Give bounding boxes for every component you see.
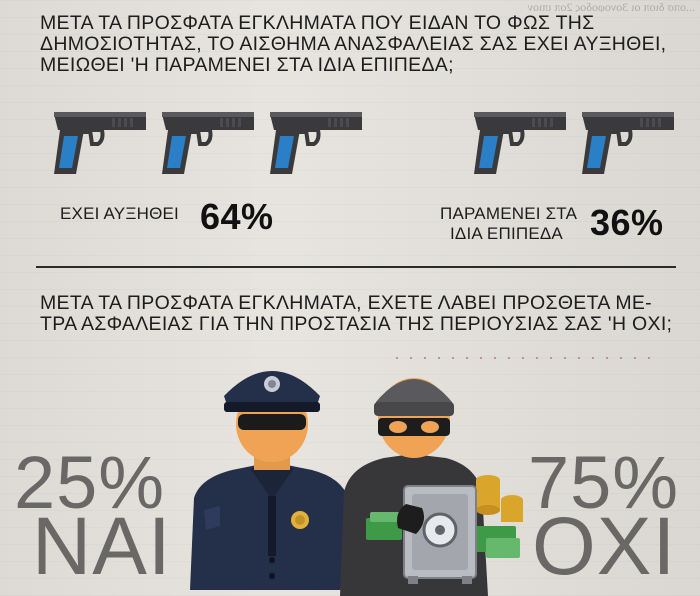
yes-percent: 25% (14, 441, 166, 524)
section-divider (36, 266, 676, 268)
same-label-line: ΙΔΙΑ ΕΠΙΠΕΔΑ (450, 224, 563, 243)
decorative-dots (390, 357, 660, 359)
question-2-line: ΜΕΤΑ ΤΑ ΠΡΟΣΦΑΤΑ ΕΓΚΛΗΜΑΤΑ, ΕΧΕΤΕ ΛΑΒΕΙ … (40, 292, 652, 314)
question-1-line: ΔΗΜΟΣΙΟΤΗΤΑΣ, ΤΟ ΑΙΣΘΗΜΑ ΑΝΑΣΦΑΛΕΙΑΣ ΣΑΣ… (40, 33, 667, 55)
question-2: ΜΕΤΑ ΤΑ ΠΡΟΣΦΑΤΑ ΕΓΚΛΗΜΑΤΑ, ΕΧΕΤΕ ΛΑΒΕΙ … (40, 293, 680, 335)
pistol-icon (578, 100, 678, 178)
no-word: ΟΧΙ (532, 501, 677, 592)
question-1-line: ΜΕΤΑ ΤΑ ΠΡΟΣΦΑΤΑ ΕΓΚΛΗΜΑΤΑ ΠΟΥ ΕΙΔΑΝ ΤΟ … (40, 12, 595, 34)
burglar-with-safe-icon (336, 362, 536, 596)
same-label: ΠΑΡΑΜΕΝΕΙ ΣΤΑ ΙΔΙΑ ΕΠΙΠΕΔΑ (440, 204, 577, 244)
question-1-line: ΜΕΙΩΘΕΙ 'Η ΠΑΡΑΜΕΝΕΙ ΣΤΑ ΙΔΙΑ ΕΠΙΠΕΔΑ; (40, 54, 454, 76)
police-officer-icon (180, 350, 360, 590)
same-label-line: ΠΑΡΑΜΕΝΕΙ ΣΤΑ (440, 204, 578, 223)
pistol-icon (50, 100, 150, 178)
increased-label: ΕΧΕΙ ΑΥΞΗΘΕΙ (60, 204, 179, 223)
pistol-icon (470, 100, 570, 178)
yes-word: ΝΑΙ (32, 501, 172, 592)
pistol-icon (158, 100, 258, 178)
no-percent: 75% (528, 441, 680, 524)
question-1: ΜΕΤΑ ΤΑ ΠΡΟΣΦΑΤΑ ΕΓΚΛΗΜΑΤΑ ΠΟΥ ΕΙΔΑΝ ΤΟ … (40, 13, 680, 76)
bleed-through-text: ...οπσ διοπ οι 3ονοφοδος 2οπ ιπιον (527, 0, 695, 12)
increased-percent: 64% (200, 196, 274, 237)
same-percent: 36% (590, 202, 664, 243)
pistol-icon (266, 100, 366, 178)
question-2-line: ΤΡΑ ΑΣΦΑΛΕΙΑΣ ΓΙΑ ΤΗΝ ΠΡΟΣΤΑΣΙΑ ΤΗΣ ΠΕΡΙ… (40, 313, 673, 335)
